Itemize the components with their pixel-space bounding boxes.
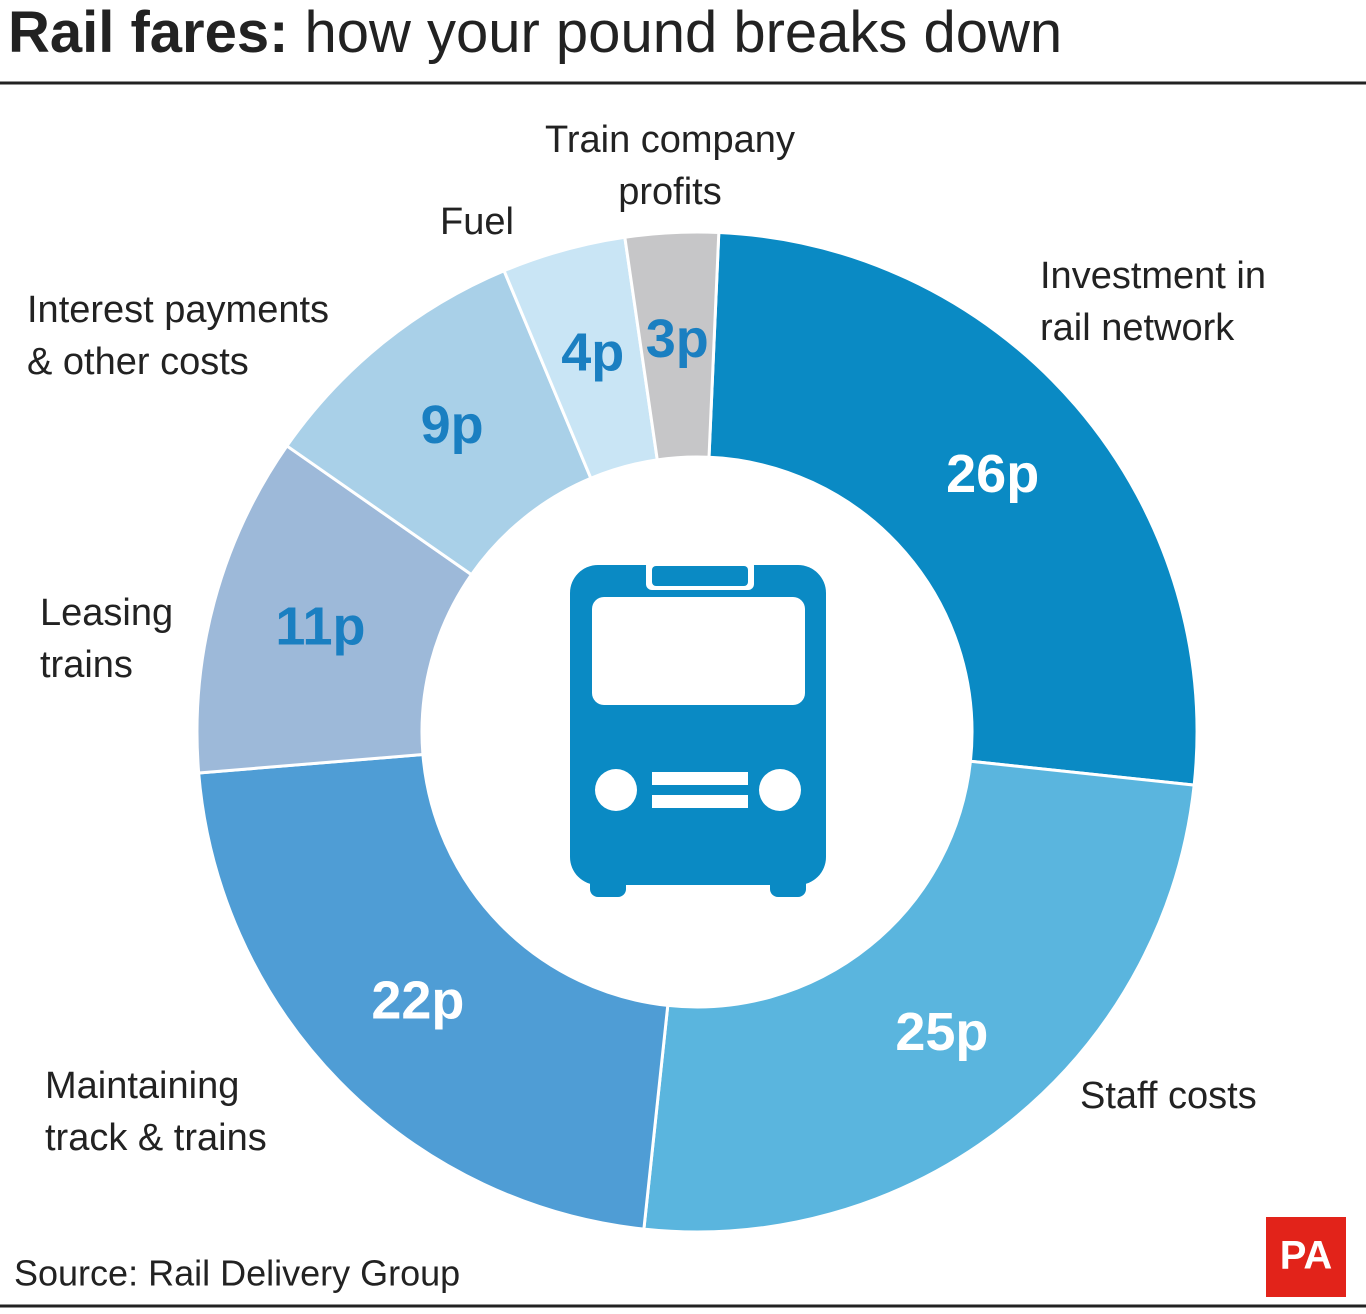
grille: [652, 795, 748, 808]
value-label: 4p: [561, 322, 624, 382]
value-label: 25p: [895, 1002, 988, 1062]
chart-title: Rail fares: how your pound breaks down: [8, 0, 1062, 65]
title-lead: Rail fares:: [8, 0, 288, 65]
category-label: Staff costs: [1080, 1075, 1257, 1117]
value-label: 3p: [646, 309, 709, 369]
source: Source: Rail Delivery Group: [14, 1253, 460, 1294]
wheel: [770, 875, 806, 897]
donut-segment: [707, 230, 1199, 787]
category-label: Train company profits: [545, 119, 795, 213]
train-icon: [570, 560, 826, 897]
wheel: [590, 875, 626, 897]
value-label: 9p: [421, 395, 484, 455]
donut-segment: [197, 752, 670, 1231]
title-rest: how your pound breaks down: [304, 0, 1062, 65]
logo-box: [1266, 1217, 1346, 1297]
value-label: 11p: [275, 597, 365, 657]
category-label: Fuel: [440, 201, 514, 243]
headlight: [759, 769, 801, 811]
donut-segment: [642, 759, 1196, 1234]
headlight: [595, 769, 637, 811]
value-label: 26p: [946, 444, 1039, 504]
category-label: Leasing trains: [40, 592, 174, 686]
grille: [652, 772, 748, 785]
train-window: [592, 597, 805, 705]
category-label: Investment in rail network: [1040, 255, 1266, 349]
category-label: Interest payments & other costs: [27, 289, 330, 383]
donut-segment: [623, 230, 721, 462]
donut: [195, 230, 1199, 1234]
category-label: Maintaining track & trains: [45, 1065, 267, 1159]
train-plate: [652, 566, 748, 586]
value-label: 22p: [371, 971, 464, 1031]
logo: PA: [1280, 1234, 1333, 1278]
